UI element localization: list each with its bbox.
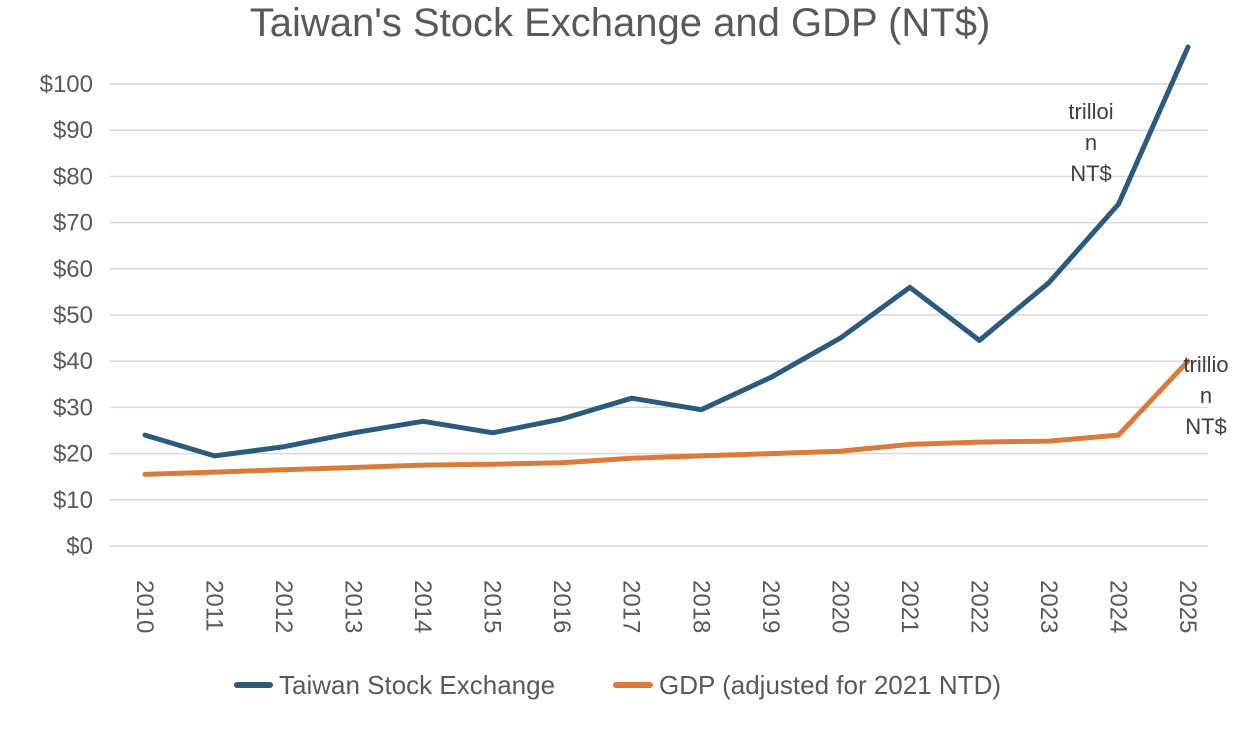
annotation-label: trillio n NT$ xyxy=(1183,352,1228,439)
y-tick-label: $80 xyxy=(53,163,93,190)
series-line-gdp xyxy=(142,358,1191,477)
x-tick-label: 2024 xyxy=(1104,580,1131,633)
y-tick-label: $0 xyxy=(66,533,93,560)
x-tick-label: 2016 xyxy=(548,580,575,633)
x-axis-ticks: 2010 2011 2012 2013 2014 2015 2016 2017 2018 2019… xyxy=(131,580,1201,633)
series-line-stock-exchange xyxy=(142,44,1191,459)
x-tick-label: 2018 xyxy=(687,580,714,633)
y-axis-ticks: $0 $10 $20 $30 $40 $50 $60 $70 $80 $90 $100 xyxy=(40,71,93,560)
x-tick-label: 2025 xyxy=(1174,580,1201,633)
x-tick-label: 2020 xyxy=(826,580,853,633)
y-tick-label: $90 xyxy=(53,117,93,144)
x-tick-label: 2015 xyxy=(479,580,506,633)
x-tick-label: 2012 xyxy=(270,580,297,633)
x-tick-label: 2022 xyxy=(965,580,992,633)
y-tick-label: $50 xyxy=(53,302,93,329)
legend: Taiwan Stock Exchange GDP (adjusted for 2… xyxy=(234,670,1001,700)
y-tick-label: $60 xyxy=(53,256,93,283)
x-tick-label: 2017 xyxy=(618,580,645,633)
gridlines xyxy=(110,83,1208,547)
x-tick-label: 2011 xyxy=(201,580,228,632)
x-tick-label: 2013 xyxy=(340,580,367,633)
series-lines xyxy=(142,44,1191,477)
y-tick-label: $40 xyxy=(53,348,93,375)
x-tick-label: 2023 xyxy=(1035,580,1062,633)
x-tick-label: 2021 xyxy=(896,580,923,633)
y-tick-label: $30 xyxy=(53,394,93,421)
x-tick-label: 2019 xyxy=(757,580,784,633)
x-tick-label: 2014 xyxy=(409,580,436,633)
y-tick-label: $10 xyxy=(53,487,93,514)
y-tick-label: $70 xyxy=(53,210,93,237)
chart-title: Taiwan's Stock Exchange and GDP (NT$) xyxy=(250,1,991,45)
x-tick-label: 2010 xyxy=(131,580,158,633)
annotations: trilloi n NT$ trillio n NT$ xyxy=(1068,99,1228,439)
annotation-label: trilloi n NT$ xyxy=(1068,99,1113,186)
y-tick-label: $20 xyxy=(53,441,93,468)
y-tick-label: $100 xyxy=(40,71,93,98)
legend-label: Taiwan Stock Exchange xyxy=(279,670,555,700)
legend-label: GDP (adjusted for 2021 NTD) xyxy=(659,670,1001,700)
